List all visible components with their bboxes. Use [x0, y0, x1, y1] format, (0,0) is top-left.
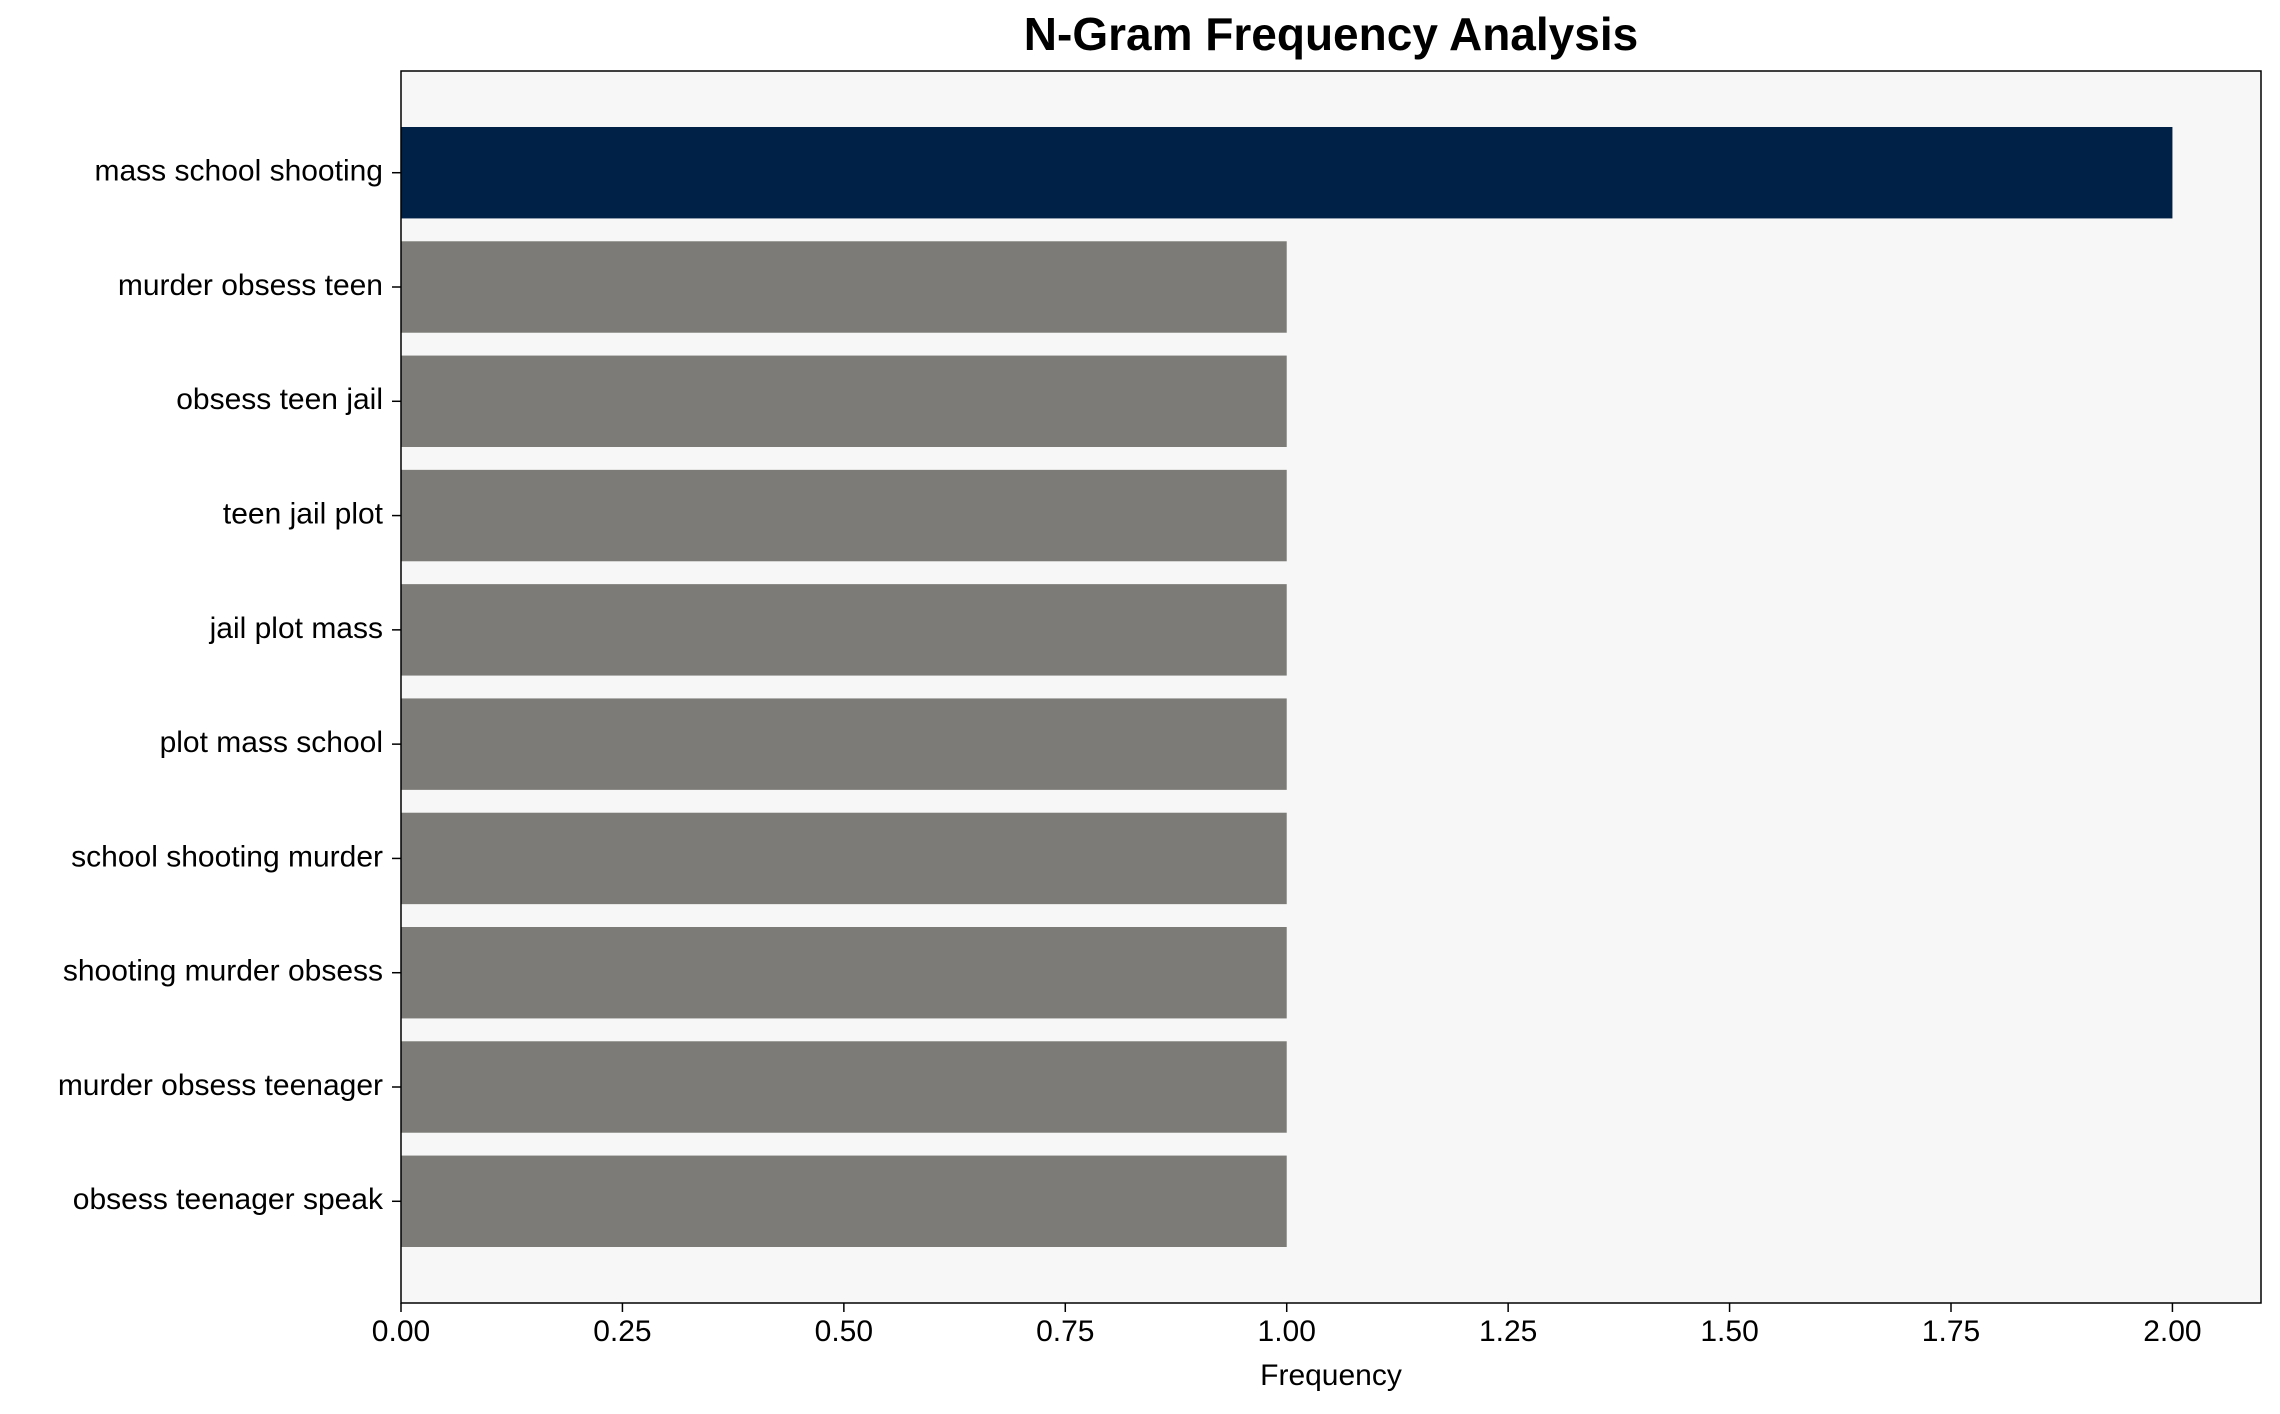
x-tick-label: 0.00: [372, 1315, 430, 1348]
bar: [401, 812, 1287, 905]
bar: [401, 1041, 1287, 1133]
bar: [401, 584, 1287, 676]
bar: [401, 927, 1287, 1019]
bar: [401, 698, 1287, 790]
x-tick-label: 0.25: [593, 1315, 651, 1348]
y-tick-label: school shooting murder: [71, 840, 383, 873]
x-axis-label: Frequency: [1260, 1359, 1402, 1392]
bar: [401, 469, 1287, 562]
x-tick-label: 1.00: [1258, 1315, 1316, 1348]
chart-title: N-Gram Frequency Analysis: [1024, 8, 1638, 60]
x-tick-label: 1.50: [1700, 1315, 1758, 1348]
x-tick-label: 0.50: [815, 1315, 873, 1348]
plot-frame: [400, 70, 2262, 1304]
x-tick-label: 1.25: [1479, 1315, 1537, 1348]
bar: [401, 1155, 1287, 1247]
y-tick-label: obsess teen jail: [176, 383, 383, 416]
x-tick-label: 1.75: [1922, 1315, 1980, 1348]
y-tick-label: mass school shooting: [95, 155, 384, 188]
y-tick-label: obsess teenager speak: [73, 1183, 384, 1216]
y-tick-label: plot mass school: [160, 726, 383, 759]
y-tick-label: teen jail plot: [223, 497, 384, 530]
y-tick-label: murder obsess teenager: [58, 1069, 383, 1102]
bar: [401, 127, 2173, 219]
x-tick-label: 2.00: [2143, 1315, 2201, 1348]
x-tick-label: 0.75: [1036, 1315, 1094, 1348]
bar: [401, 241, 1287, 333]
y-tick-label: jail plot mass: [209, 612, 383, 645]
bar: [401, 355, 1287, 447]
y-tick-label: murder obsess teen: [118, 269, 383, 302]
y-tick-label: shooting murder obsess: [63, 955, 383, 988]
